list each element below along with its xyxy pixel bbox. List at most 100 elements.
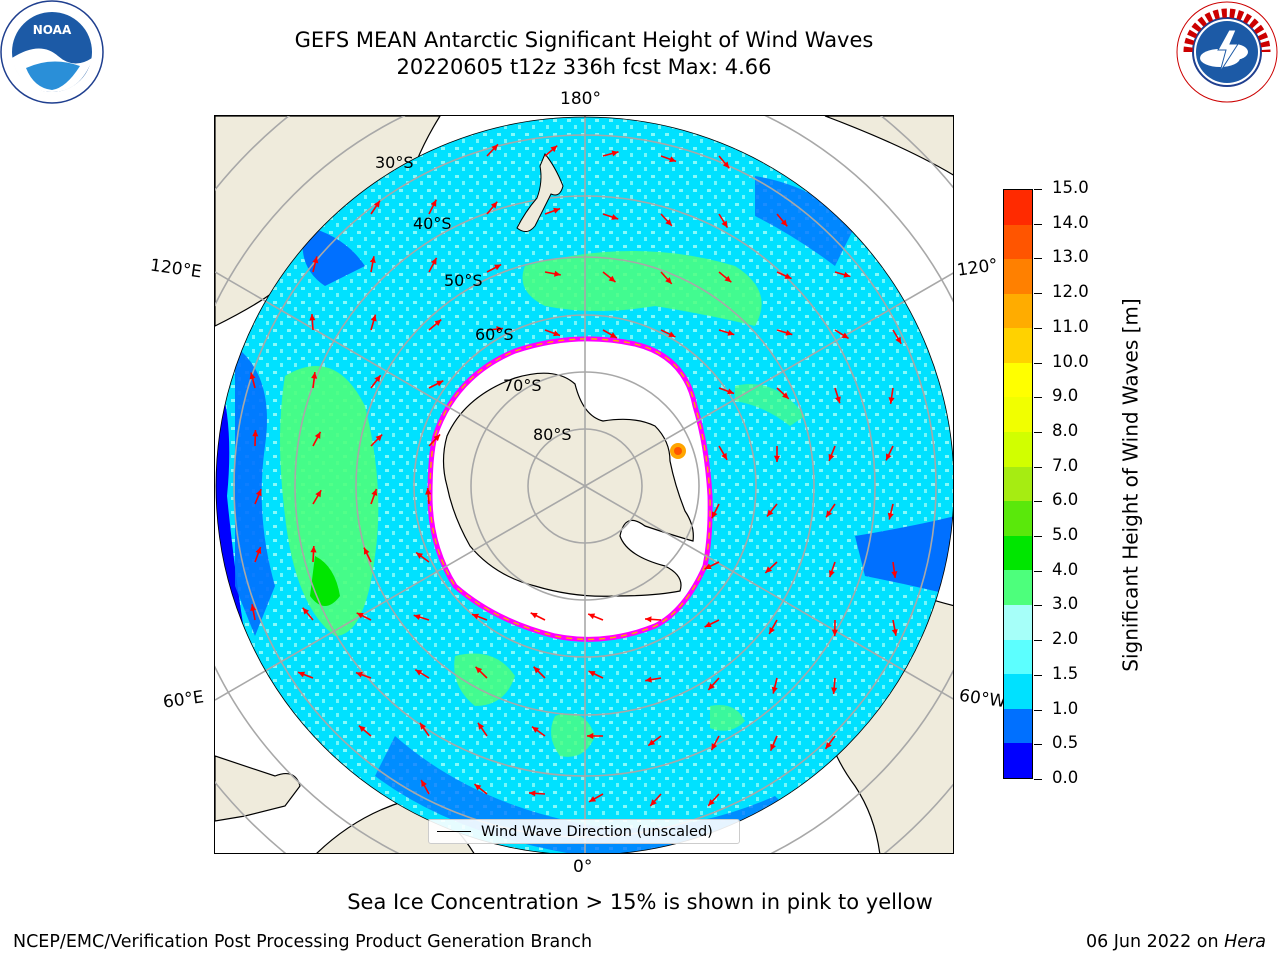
wave-direction-arrow	[428, 257, 438, 273]
wave-direction-arrow	[530, 612, 546, 621]
wave-direction-arrow	[647, 735, 662, 747]
chart-title: GEFS MEAN Antarctic Significant Height o…	[294, 28, 874, 52]
wave-direction-arrow	[660, 155, 677, 163]
lat-label-70s: 70°S	[503, 376, 542, 395]
wave-direction-arrow	[891, 561, 898, 578]
wave-direction-arrow	[486, 201, 498, 215]
lat-label-30s: 30°S	[375, 153, 414, 172]
wave-direction-arrow	[718, 445, 728, 461]
map-legend: Wind Wave Direction (unscaled)	[428, 819, 740, 844]
colorbar-segment	[1004, 708, 1032, 744]
colorbar-segment	[1004, 535, 1032, 571]
wave-direction-arrow	[602, 329, 618, 339]
map-canvas	[215, 116, 953, 853]
colorbar-tick-label: 6.0	[1052, 490, 1079, 510]
wave-direction-arrow	[312, 431, 322, 447]
wave-direction-arrow	[544, 329, 561, 337]
colorbar-tick-label: 0.5	[1052, 733, 1079, 753]
lon-label-120e: 120°E	[148, 255, 203, 283]
wave-direction-arrow	[588, 670, 604, 679]
wave-direction-arrow	[718, 155, 730, 169]
wave-direction-arrow	[370, 314, 377, 331]
wave-direction-arrow	[588, 793, 604, 803]
wave-direction-arrow	[828, 561, 836, 578]
wave-direction-arrow	[471, 613, 488, 621]
wave-direction-arrow	[254, 546, 262, 563]
nws-logo	[1176, 1, 1278, 103]
colorbar-segment	[1004, 259, 1032, 294]
lat-label-50s: 50°S	[444, 271, 483, 290]
wave-direction-arrow	[764, 561, 778, 574]
wave-direction-arrow	[254, 488, 262, 505]
antarctica	[442, 372, 694, 597]
wave-direction-arrow	[707, 677, 720, 691]
lat-label-40s: 40°S	[413, 214, 452, 233]
wave-direction-arrow	[718, 329, 735, 336]
wave-direction-arrow	[355, 671, 372, 679]
colorbar-tick-label: 12.0	[1052, 282, 1089, 302]
colorbar-tick	[1034, 258, 1042, 260]
wave-direction-arrow	[473, 783, 488, 795]
colorbar-tick	[1034, 362, 1042, 364]
colorbar-tick	[1034, 466, 1042, 468]
wave-direction-arrow	[420, 779, 430, 795]
wave-direction-arrow	[312, 256, 319, 273]
wave-direction-arrow	[885, 445, 894, 461]
wave-direction-arrow	[660, 329, 676, 338]
wave-direction-arrow	[428, 433, 441, 447]
new-zealand	[516, 153, 564, 232]
wave-direction-arrow	[486, 143, 499, 157]
colorbar-segment	[1004, 466, 1032, 502]
colorbar-segment	[1004, 362, 1032, 398]
colorbar-tick	[1034, 293, 1042, 295]
wave-direction-arrow	[888, 387, 895, 404]
wave-direction-arrow	[369, 256, 376, 273]
wave-direction-arrow	[704, 619, 720, 628]
wave-direction-arrow	[311, 372, 318, 389]
wave-direction-arrow	[776, 213, 788, 227]
noaa-logo: NOAA	[0, 0, 104, 104]
wave-direction-arrow	[425, 487, 432, 505]
chart-subtitle: 20220605 t12z 336h fcst Max: 4.66	[396, 55, 772, 79]
lat-label-80s: 80°S	[533, 425, 572, 444]
colorbar-tick-label: 5.0	[1052, 525, 1079, 545]
wave-direction-arrow	[252, 429, 259, 447]
colorbar-segment	[1004, 639, 1032, 675]
wave-direction-arrow	[828, 445, 836, 462]
colorbar-segment	[1004, 501, 1032, 536]
colorbar-tick-label: 13.0	[1052, 247, 1089, 267]
polar-map	[214, 115, 954, 854]
wave-direction-arrow	[769, 735, 778, 751]
footer-machine: Hera	[1224, 932, 1266, 952]
wave-direction-arrow	[602, 213, 619, 220]
colorbar-tick	[1034, 605, 1042, 607]
lat-label-60s: 60°S	[475, 325, 514, 344]
wave-direction-arrow	[428, 199, 437, 215]
colorbar-segment	[1004, 189, 1032, 225]
colorbar-segment	[1004, 328, 1032, 363]
lon-label-0: 0°	[573, 857, 593, 877]
colorbar-tick-label: 0.0	[1052, 768, 1079, 787]
wave-direction-arrow	[718, 213, 729, 229]
colorbar-tick-label: 9.0	[1052, 386, 1079, 406]
colorbar-tick-label: 2.0	[1052, 629, 1079, 649]
lon-label-180: 180°	[560, 89, 601, 109]
colorbar-tick-label: 14.0	[1052, 212, 1089, 232]
colorbar-segment	[1004, 397, 1032, 433]
wave-direction-arrow	[415, 551, 430, 563]
colorbar	[1003, 189, 1033, 779]
wave-direction-arrow	[370, 433, 383, 447]
wave-direction-arrow	[711, 503, 720, 519]
colorbar-title: Significant Height of Wind Waves [m]	[1118, 298, 1143, 672]
wave-direction-arrow	[645, 676, 662, 683]
wave-direction-arrow	[644, 616, 662, 623]
wave-direction-arrow	[602, 271, 616, 283]
colorbar-tick	[1034, 779, 1042, 780]
wave-direction-arrow	[474, 666, 488, 679]
wave-direction-arrow	[834, 387, 841, 404]
wave-direction-arrow	[660, 213, 673, 227]
lon-label-120w: 120°	[955, 255, 1000, 281]
wave-direction-arrow	[413, 614, 430, 621]
colorbar-segment	[1004, 432, 1032, 467]
colorbar-tick-label: 10.0	[1052, 351, 1089, 371]
